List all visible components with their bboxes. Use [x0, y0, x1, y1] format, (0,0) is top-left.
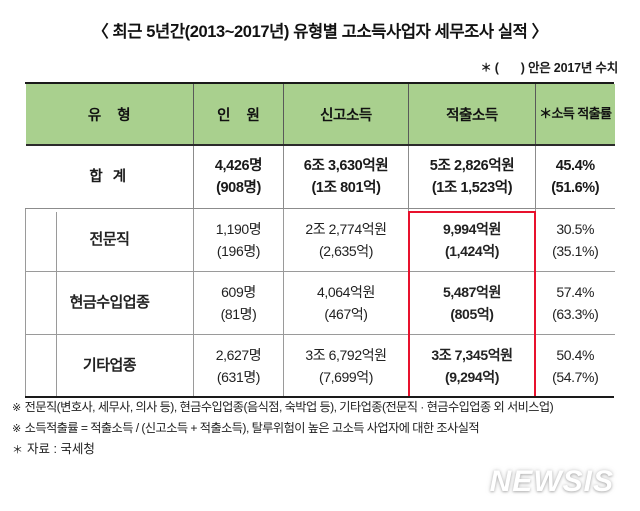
table-row-total: 합 계 4,426명 (908명) 6조 3,630억원 (1조 801억) 5… — [25, 145, 615, 209]
cell-row-rate: 50.4% (54.7%) — [535, 334, 615, 397]
cell-row-detected-main: 9,994억원 — [443, 220, 501, 237]
footnotes: ※ 전문직(변호사, 세무사, 의사 등), 현금수입업종(음식점, 숙박업 등)… — [12, 401, 632, 464]
column-header-detection-rate: ＊소득 적출률 — [535, 84, 615, 146]
cell-row-detected-main: 5,487억원 — [443, 283, 501, 300]
cell-row-declared: 2조 2,774억원 (2,635억) — [283, 208, 409, 272]
cell-row-declared-main: 2조 2,774억원 — [305, 220, 387, 237]
cell-total-declared-main: 6조 3,630억원 — [303, 157, 389, 174]
table-top-rule — [25, 82, 614, 84]
cell-row-declared-main: 3조 6,792억원 — [305, 346, 387, 363]
column-header-rate-line1: ＊소득 — [539, 105, 575, 121]
table-row: 전문직 1,190명 (196명) 2조 2,774억원 (2,635억) 9,… — [25, 208, 615, 272]
cell-row-people: 2,627명 (631명) — [193, 334, 284, 397]
cell-row-people-sub: (631명) — [216, 369, 261, 385]
cell-row-people-main: 2,627명 — [215, 346, 262, 363]
cell-total-rate-main: 45.4% — [555, 157, 596, 174]
column-header-people: 인 원 — [193, 84, 284, 146]
cell-row-label: 현금수입업종 — [25, 271, 194, 335]
table-header-row: 유 형 인 원 신고소득 적출소득 ＊소득 적출률 — [25, 84, 615, 146]
table-row: 현금수입업종 609명 (81명) 4,064억원 (467억) 5,487억원… — [25, 271, 615, 335]
cell-row-rate-main: 57.4% — [556, 283, 595, 300]
cell-row-people: 609명 (81명) — [193, 271, 284, 335]
footnote-2-text: 소득적출률 = 적출소득 / (신고소득 + 적출소득), 탈루위험이 높은 고… — [24, 421, 480, 435]
column-header-detected-income: 적출소득 — [408, 84, 536, 146]
cell-row-detected-sub: (1,424억) — [444, 243, 500, 259]
cell-row-detected-sub: (805억) — [450, 306, 494, 322]
footnote-1-text: 전문직(변호사, 세무사, 의사 등), 현금수입업종(음식점, 숙박업 등),… — [24, 400, 554, 414]
cell-row-rate-sub: (54.7%) — [552, 369, 599, 385]
cell-total-declared-sub: (1조 801억) — [311, 180, 381, 196]
cell-row-detected: 3조 7,345억원 (9,294억) — [408, 334, 536, 397]
cell-row-rate-main: 50.4% — [556, 346, 595, 363]
cell-row-declared-sub: (467억) — [324, 306, 368, 322]
column-header-type: 유 형 — [25, 84, 194, 146]
footnote-1: ※ 전문직(변호사, 세무사, 의사 등), 현금수입업종(음식점, 숙박업 등)… — [12, 401, 632, 414]
paren-note-text: ) 안은 2017년 수치 — [520, 61, 618, 75]
cell-row-declared: 4,064억원 (467억) — [283, 271, 409, 335]
cell-total-detected-sub: (1조 1,523억) — [431, 180, 513, 196]
cell-row-people-main: 609명 — [221, 283, 256, 300]
cell-row-declared-sub: (7,699억) — [318, 369, 374, 385]
paren-note-star: ＊ — [480, 62, 492, 74]
cell-row-people: 1,190명 (196명) — [193, 208, 284, 272]
page-title: 〈 최근 5년간(2013~2017년) 유형별 고소득사업자 세무조사 실적 … — [92, 23, 548, 41]
source-line: ＊ 자료 : 국세청 — [12, 443, 632, 456]
source-text: 자료 : 국세청 — [27, 442, 95, 456]
cell-row-rate: 30.5% (35.1%) — [535, 208, 615, 272]
cell-total-people-sub: (908명) — [216, 180, 261, 196]
cell-row-declared: 3조 6,792억원 (7,699억) — [283, 334, 409, 397]
cell-total-detected-main: 5조 2,826억원 — [429, 157, 515, 174]
table-body-left-border — [56, 212, 57, 397]
cell-row-declared-sub: (2,635억) — [318, 243, 374, 259]
cell-row-detected: 9,994억원 (1,424억) — [408, 208, 536, 272]
cell-row-detected-sub: (9,294억) — [444, 369, 500, 385]
cell-total-rate-sub: (51.6%) — [551, 180, 600, 196]
footnote-mark-icon: ※ — [12, 423, 21, 435]
cell-total-rate: 45.4% (51.6%) — [535, 145, 615, 209]
paren-note: ＊ ( ) 안은 2017년 수치 — [480, 57, 619, 76]
cell-row-people-sub: (196명) — [216, 243, 261, 259]
column-header-rate-line2: 적출률 — [577, 105, 612, 121]
cell-row-rate-sub: (63.3%) — [552, 306, 599, 322]
table-row: 기타업종 2,627명 (631명) 3조 6,792억원 (7,699억) 3… — [25, 334, 615, 397]
tax-audit-table: 유 형 인 원 신고소득 적출소득 ＊소득 적출률 합 계 4,426명 (90… — [25, 84, 615, 397]
cell-row-rate: 57.4% (63.3%) — [535, 271, 615, 335]
cell-row-label: 전문직 — [25, 208, 194, 272]
source-mark-icon: ＊ — [12, 444, 23, 456]
cell-row-rate-main: 30.5% — [556, 220, 595, 237]
cell-row-detected: 5,487억원 (805억) — [408, 271, 536, 335]
cell-row-label: 기타업종 — [25, 334, 194, 397]
cell-total-label: 합 계 — [25, 145, 194, 209]
cell-row-rate-sub: (35.1%) — [552, 243, 599, 259]
cell-row-declared-main: 4,064억원 — [317, 283, 375, 300]
column-header-declared-income: 신고소득 — [283, 84, 409, 146]
cell-total-people-main: 4,426명 — [214, 157, 263, 174]
cell-row-people-sub: (81명) — [220, 306, 257, 322]
cell-total-detected: 5조 2,826억원 (1조 1,523억) — [408, 145, 536, 209]
footnote-mark-icon: ※ — [12, 402, 21, 414]
cell-total-declared: 6조 3,630억원 (1조 801억) — [283, 145, 409, 209]
table-bottom-rule — [25, 396, 614, 398]
cell-total-people: 4,426명 (908명) — [193, 145, 284, 209]
cell-row-detected-main: 3조 7,345억원 — [431, 346, 513, 363]
newsis-watermark: NEWSIS — [489, 465, 614, 498]
paren-note-open: ( — [494, 61, 499, 75]
cell-row-people-main: 1,190명 — [215, 220, 262, 237]
footnote-2: ※ 소득적출률 = 적출소득 / (신고소득 + 적출소득), 탈루위험이 높은 … — [12, 422, 632, 435]
